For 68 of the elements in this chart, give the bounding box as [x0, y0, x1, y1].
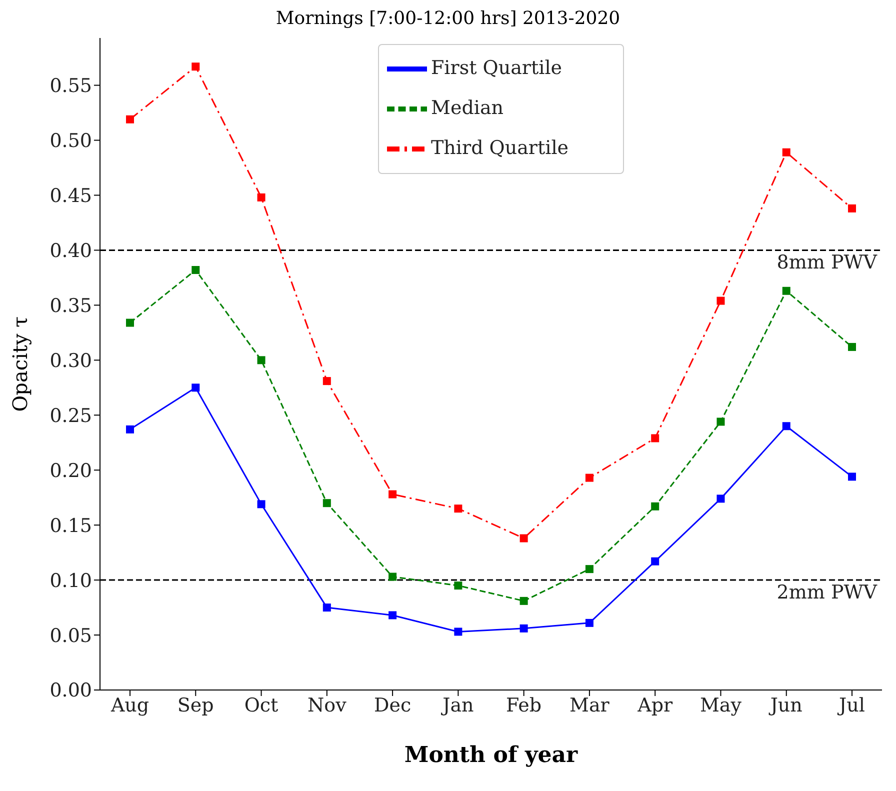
y-axis-title: Opacity τ: [8, 316, 32, 412]
y-tick-label: 0.20: [50, 460, 92, 482]
point: [192, 62, 200, 71]
point: [520, 624, 528, 632]
point: [322, 499, 331, 508]
point: [388, 572, 397, 581]
legend-label: First Quartile: [431, 56, 562, 79]
y-tick-label: 0.25: [50, 404, 92, 427]
x-tick-label: Dec: [374, 694, 412, 716]
point: [651, 434, 660, 442]
x-tick-label: Jun: [768, 694, 802, 716]
point: [782, 286, 790, 295]
legend-label: Third Quartile: [431, 136, 569, 159]
x-tick-label: May: [700, 694, 742, 716]
point: [651, 557, 660, 566]
point: [388, 490, 397, 498]
x-tick-label: Sep: [177, 694, 214, 716]
point: [454, 628, 462, 636]
point: [520, 596, 528, 605]
y-tick-label: 0.05: [50, 624, 92, 647]
legend-label: Median: [431, 96, 504, 119]
point: [782, 422, 790, 430]
ref-line-label: 8mm PWV: [776, 252, 878, 274]
point: [126, 425, 134, 434]
point: [322, 604, 331, 612]
point: [520, 534, 528, 542]
point: [257, 500, 266, 508]
point: [782, 148, 790, 156]
point: [322, 377, 331, 386]
point: [257, 193, 266, 202]
y-tick-label: 0.00: [50, 680, 92, 702]
y-tick-label: 0.55: [50, 75, 92, 98]
point: [126, 318, 134, 327]
x-tick-label: Aug: [110, 694, 150, 716]
point: [848, 342, 856, 351]
y-tick-label: 0.10: [50, 570, 92, 592]
x-tick-label: Mar: [570, 694, 610, 716]
y-tick-label: 0.15: [50, 514, 92, 537]
point: [454, 582, 462, 590]
x-tick-label: Jan: [440, 694, 474, 716]
y-tick-label: 0.50: [50, 130, 92, 152]
y-tick-label: 0.30: [50, 350, 92, 372]
point: [388, 611, 397, 620]
x-tick-label: Nov: [308, 694, 347, 716]
ref-line-label: 2mm PWV: [776, 582, 878, 604]
point: [585, 565, 594, 574]
x-tick-label: Apr: [636, 694, 674, 716]
point: [585, 618, 594, 627]
point: [257, 356, 266, 364]
point: [651, 502, 660, 510]
point: [126, 115, 134, 124]
point: [192, 266, 200, 274]
y-tick-label: 0.40: [50, 240, 92, 262]
x-tick-label: Oct: [244, 694, 279, 716]
point: [716, 296, 725, 305]
point: [454, 504, 462, 513]
y-tick-label: 0.45: [50, 184, 92, 207]
y-tick-label: 0.35: [50, 294, 92, 317]
point: [716, 494, 725, 503]
x-axis-title: Month of year: [404, 742, 578, 768]
point: [848, 472, 856, 481]
point: [848, 204, 856, 212]
point: [192, 384, 200, 392]
x-tick-label: Feb: [506, 694, 542, 716]
point: [585, 474, 594, 482]
x-tick-label: Jul: [837, 694, 865, 716]
chart-title: Mornings [7:00-12:00 hrs] 2013-2020: [274, 8, 622, 30]
point: [716, 418, 725, 426]
